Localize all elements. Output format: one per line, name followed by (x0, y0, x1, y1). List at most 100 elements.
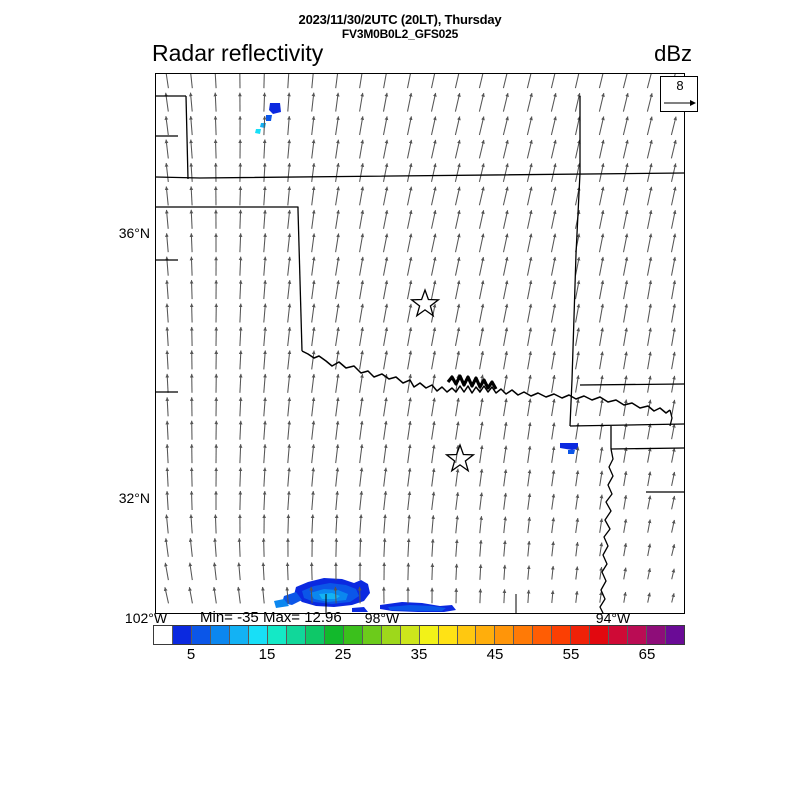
colorbar-cell[interactable] (305, 626, 325, 644)
colorbar-cell[interactable] (533, 626, 553, 644)
colorbar-cell[interactable] (362, 626, 382, 644)
wind-arrow (526, 303, 533, 323)
wind-arrow (285, 562, 290, 581)
colorbar-cell[interactable] (229, 626, 249, 644)
colorbar-cell[interactable] (514, 626, 534, 644)
wind-arrow (311, 162, 316, 182)
wind-arrow (335, 490, 340, 511)
colorbar-cell[interactable] (381, 626, 401, 644)
wind-arrow (309, 562, 314, 581)
wind-arrow (238, 209, 243, 229)
wind-arrow (622, 256, 629, 276)
longitude-tick-102w: 102°W (124, 610, 168, 626)
wind-arrow (165, 467, 170, 487)
wind-arrow (431, 397, 436, 417)
wind-arrow (551, 351, 556, 370)
wind-arrow (406, 562, 411, 581)
wind-arrow (165, 490, 170, 511)
datetime-title: 2023/11/30/2UTC (20LT), Thursday (298, 12, 502, 27)
colorbar-cell[interactable] (647, 626, 667, 644)
wind-arrow (311, 490, 315, 511)
wind-arrow (165, 350, 170, 370)
wind-arrow (622, 74, 628, 89)
wind-arrow (551, 469, 556, 487)
wind-arrow (574, 256, 581, 276)
station-marker-layer (409, 288, 476, 473)
map-canvas[interactable] (156, 74, 684, 613)
colorbar-cell[interactable] (248, 626, 268, 644)
wind-arrow (647, 592, 651, 603)
map-panel[interactable] (155, 73, 685, 614)
colorbar-cell[interactable] (438, 626, 458, 644)
wind-arrow (623, 567, 628, 580)
wind-arrow (526, 209, 533, 229)
wind-arrow (527, 540, 531, 557)
wind-arrow (647, 447, 652, 463)
wind-arrow (550, 163, 557, 183)
colorbar-cell[interactable] (609, 626, 629, 644)
wind-arrow (287, 186, 292, 206)
wind-arrow (503, 540, 507, 557)
colorbar-cell[interactable] (666, 626, 685, 644)
colorbar-cell[interactable] (495, 626, 515, 644)
wind-arrow (407, 514, 411, 534)
colorbar-cell[interactable] (172, 626, 192, 644)
wind-arrow (238, 303, 243, 323)
wind-arrow (479, 445, 484, 464)
colorbar-cell[interactable] (571, 626, 591, 644)
wind-arrow (358, 537, 363, 557)
units-label: dBz (654, 41, 692, 66)
wind-arrow (359, 326, 364, 346)
wind-arrow (238, 420, 243, 440)
wind-arrow (478, 116, 485, 136)
wind-arrow (646, 139, 653, 159)
colorbar-cell[interactable] (552, 626, 572, 644)
colorbar-cell[interactable] (590, 626, 610, 644)
wind-arrow (382, 256, 389, 276)
colorbar-cell[interactable] (343, 626, 363, 644)
wind-arrow (383, 350, 389, 370)
colorbar-cell[interactable] (267, 626, 287, 644)
colorbar-cell[interactable] (191, 626, 211, 644)
colorbar-cell[interactable] (419, 626, 439, 644)
wind-arrow (287, 209, 292, 229)
wind-arrow (359, 162, 365, 182)
wind-arrow (311, 467, 316, 487)
wind-arrow (503, 398, 508, 417)
colorbar-cell[interactable] (210, 626, 230, 644)
colorbar-cell[interactable] (154, 626, 173, 644)
colorbar-cell[interactable] (476, 626, 496, 644)
wind-arrow (598, 74, 604, 89)
wind-arrow (502, 186, 509, 206)
wind-arrow (623, 591, 627, 603)
wind-arrow (311, 233, 316, 253)
wind-arrow (189, 514, 194, 534)
colorbar-cell[interactable] (324, 626, 344, 644)
wind-arrow (550, 233, 557, 253)
wind-arrow (165, 74, 169, 89)
wind-arrow (647, 351, 652, 370)
wind-arrow (359, 444, 364, 464)
colorbar[interactable] (153, 625, 685, 645)
colorbar-cell[interactable] (400, 626, 420, 644)
wind-arrow (382, 280, 389, 300)
wind-arrow (335, 467, 340, 487)
wind-arrow (550, 92, 557, 112)
wind-arrow (359, 116, 365, 136)
wind-arrow (189, 303, 194, 323)
colorbar-cells[interactable] (153, 625, 685, 645)
colorbar-cell[interactable] (457, 626, 477, 644)
wind-arrow (188, 586, 193, 604)
wind-arrow (382, 186, 389, 206)
wind-arrow (263, 303, 267, 323)
colorbar-tick-label: 45 (486, 646, 504, 663)
border-tx-ar-corner (669, 409, 673, 427)
colorbar-cell[interactable] (628, 626, 648, 644)
wind-arrow (647, 495, 652, 510)
wind-arrow (188, 562, 193, 581)
colorbar-cell[interactable] (286, 626, 306, 644)
wind-arrow (575, 327, 581, 346)
wind-arrow (262, 467, 267, 487)
wind-arrow (359, 490, 364, 511)
wind-arrow (551, 374, 556, 393)
